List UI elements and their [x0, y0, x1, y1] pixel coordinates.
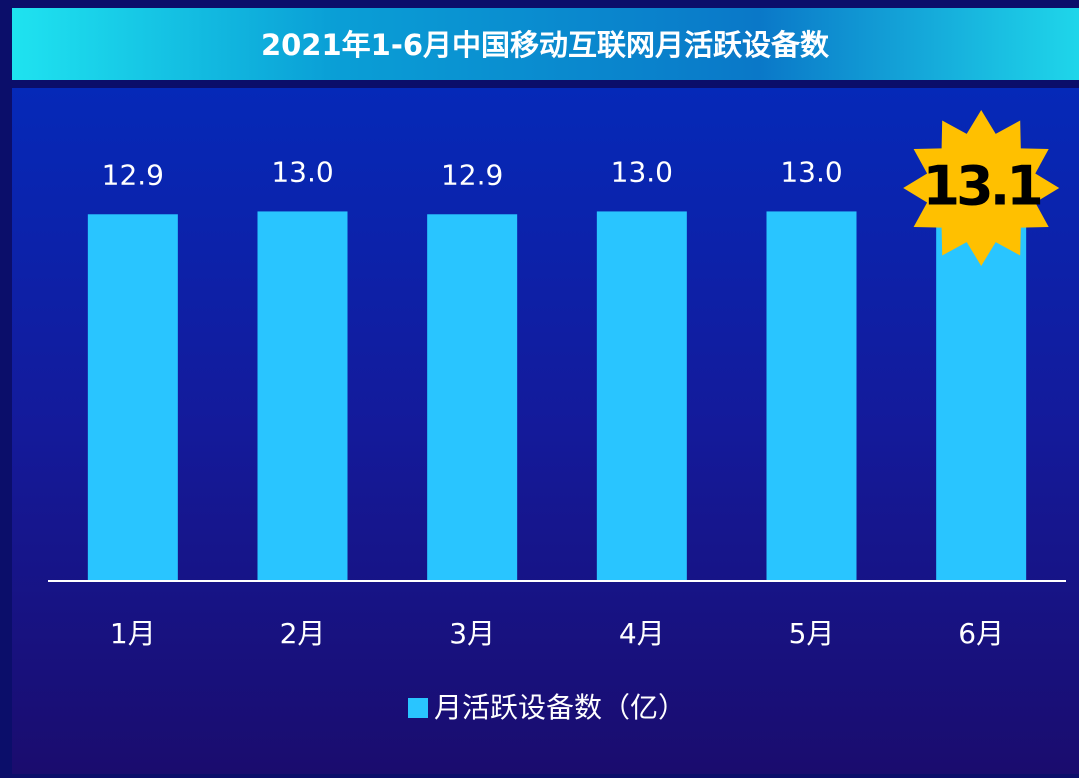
- x-tick-label: 1月: [110, 617, 156, 650]
- x-tick-label: 6月: [958, 617, 1004, 650]
- value-label: 12.9: [441, 158, 503, 191]
- starburst: [903, 110, 1060, 266]
- bar: [87, 214, 178, 581]
- marks: 12.9 13.0 12.9 13.0 13.0 13.1 1月 2月 3月 4月 5月 6月月活跃设…: [48, 110, 1066, 724]
- bar: [427, 214, 518, 581]
- value-label: 13.0: [780, 155, 842, 188]
- legend-label: 月活跃设备数（亿）: [434, 691, 686, 724]
- legend-swatch: [408, 698, 428, 718]
- bar: [766, 211, 857, 581]
- value-label: 13.1: [923, 155, 1041, 218]
- plot-panel: [12, 88, 1079, 774]
- bar: [596, 211, 687, 581]
- x-tick-label: 4月: [619, 617, 665, 650]
- header-bar: [12, 8, 1079, 80]
- value-label: 13.0: [271, 155, 333, 188]
- value-label: 12.9: [102, 158, 164, 191]
- value-label: 13.0: [611, 155, 673, 188]
- bar: [936, 208, 1027, 582]
- x-tick-label: 3月: [449, 617, 495, 650]
- chart-title: 2021年1-6月中国移动互联网月活跃设备数: [261, 28, 830, 62]
- x-tick-label: 2月: [280, 617, 326, 650]
- bar: [257, 211, 348, 581]
- x-tick-label: 5月: [789, 617, 835, 650]
